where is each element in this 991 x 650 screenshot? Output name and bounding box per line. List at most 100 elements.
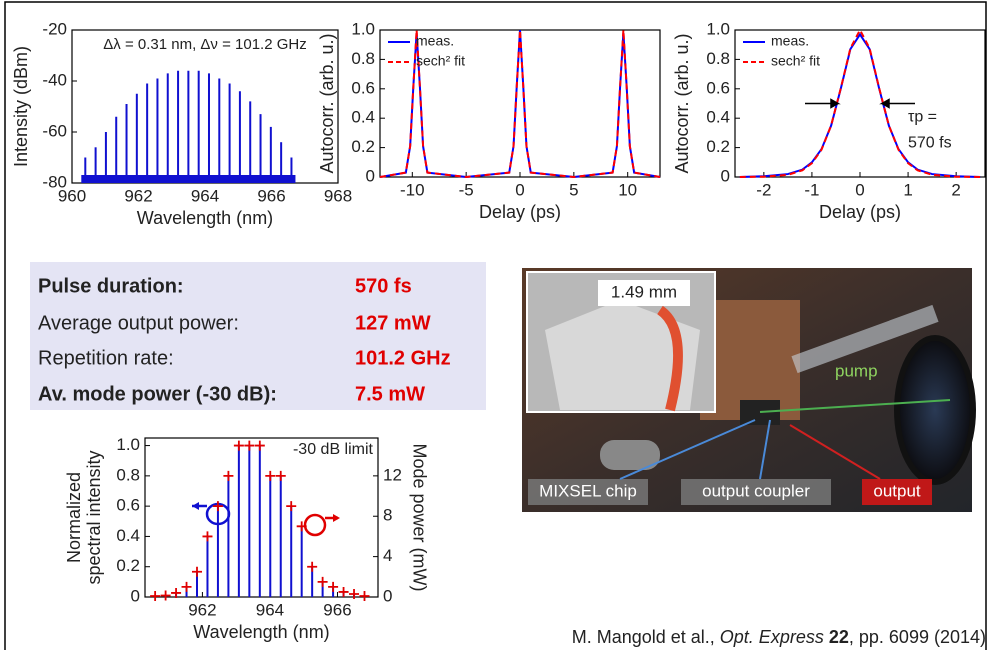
citation-authors: M. Mangold et al., [572, 627, 720, 647]
x-axis-label: Wavelength (nm) [193, 622, 329, 642]
x-tick-label: 962 [124, 186, 152, 205]
annotation: τp = [908, 109, 937, 126]
plus-marker [317, 576, 328, 587]
x-tick-label: -2 [756, 180, 771, 199]
y-axis-label: Autocorr. (arb. u.) [672, 33, 692, 173]
x-tick-label: 5 [569, 180, 578, 199]
plus-marker [212, 501, 223, 512]
plus-marker [275, 470, 286, 481]
citation-journal: Opt. Express [720, 627, 824, 647]
summary-value: 101.2 GHz [355, 347, 451, 369]
x-tick-label: 10 [618, 180, 637, 199]
summary-value: 7.5 mW [355, 383, 425, 405]
y-tick-label: 1.0 [351, 19, 375, 38]
y-tick-label: 0 [366, 166, 375, 185]
y-tick-label: 0.6 [706, 78, 730, 97]
citation-pages: , pp. 6099 (2014) [849, 627, 986, 647]
x-tick-label: -5 [459, 180, 474, 199]
photo: 1.49 mm pump MIXSEL chip output coupler … [522, 268, 976, 512]
plus-marker [150, 590, 161, 601]
y-tick-label: -40 [42, 70, 67, 89]
y-tick-label: 1.0 [116, 435, 140, 454]
chart: 960 962 964 966 968 -80 -60 -40 -20 Wavelength (n… [11, 19, 352, 227]
x-tick-label: 2 [951, 180, 960, 199]
x-tick-label: 1 [903, 180, 912, 199]
photo-label: output [873, 481, 921, 500]
summary-label: Average output power: [38, 312, 239, 334]
plus-marker [338, 586, 349, 597]
citation: M. Mangold et al., Opt. Express 22, pp. … [572, 627, 986, 647]
x-tick-label: 964 [256, 600, 284, 619]
chart: -2 -1 0 1 2 0 0.2 0.4 0.6 0.8 1.0 Delay (ps) Autocor… [672, 19, 986, 222]
y-tick-label: 0.8 [351, 49, 375, 68]
y-axis-label: spectral intensity [84, 450, 104, 584]
x-tick-label: 966 [257, 186, 285, 205]
y-axis-label: Intensity (dBm) [11, 46, 31, 167]
plus-marker [233, 440, 244, 451]
y2-tick-label: 8 [383, 506, 392, 525]
x-tick-label: 964 [191, 186, 219, 205]
annotation-box [74, 32, 336, 56]
y-tick-label: 0.2 [116, 556, 140, 575]
y2-tick-label: 4 [383, 546, 392, 565]
x-tick-label: -1 [804, 180, 819, 199]
y-tick-label: -20 [42, 19, 67, 38]
plus-marker [244, 440, 255, 451]
x-tick-label: 960 [58, 186, 86, 205]
plus-marker [349, 588, 360, 599]
y-tick-label: 1.0 [706, 19, 730, 38]
citation-volume: 22 [829, 627, 849, 647]
summary-background [30, 262, 486, 410]
plus-marker [359, 590, 370, 601]
x-tick-label: 966 [323, 600, 351, 619]
x-tick-label: -10 [400, 180, 425, 199]
plus-marker [328, 581, 339, 592]
summary-label: Av. mode power (-30 dB): [38, 383, 277, 405]
x-tick-label: 962 [188, 600, 216, 619]
y-tick-label: 0.4 [706, 108, 730, 127]
annotation: 570 fs [908, 135, 952, 152]
series-line [739, 27, 981, 178]
summary-label: Pulse duration: [38, 275, 184, 297]
plus-marker [307, 561, 318, 572]
y-tick-label: 0.6 [351, 78, 375, 97]
y-axis-label: Autocorr. (arb. u.) [317, 33, 337, 173]
plus-marker [296, 521, 307, 532]
y2-tick-label: 0 [383, 586, 392, 605]
plus-marker [171, 587, 182, 598]
legend-label: meas. [771, 33, 809, 49]
plus-marker [254, 440, 265, 451]
y-tick-label: 0 [721, 166, 730, 185]
summary-label: Repetition rate: [38, 347, 174, 369]
y-tick-label: 0.4 [351, 108, 375, 127]
x-tick-label: 968 [324, 186, 352, 205]
plot-frame [144, 437, 379, 598]
photo-label: output coupler [702, 481, 810, 500]
plus-marker [286, 501, 297, 512]
y-axis-label: Normalized [64, 472, 84, 563]
plus-marker [160, 590, 171, 601]
y-tick-label: 0.8 [116, 465, 140, 484]
y-tick-label: 0 [131, 586, 140, 605]
chart: 962 964 966 0 0.2 0.4 0.6 0.8 1.0 0 4 8 12 Wavelength… [64, 435, 430, 642]
y-tick-label: 0.2 [706, 137, 730, 156]
x-axis-label: Wavelength (nm) [137, 208, 273, 228]
y-tick-label: 0.6 [116, 496, 140, 515]
y-tick-label: -80 [42, 172, 67, 191]
y-tick-label: -60 [42, 121, 67, 140]
summary-value: 127 mW [355, 312, 431, 334]
plus-marker [181, 581, 192, 592]
plus-marker [265, 470, 276, 481]
fwhm-arrow [805, 98, 841, 109]
plus-marker [192, 566, 203, 577]
legend-label: sech² fit [416, 53, 465, 69]
fwhm-arrow [879, 98, 915, 109]
chart: -10 -5 0 5 10 0 0.2 0.4 0.6 0.8 1.0 Delay (ps) Autoc… [317, 19, 661, 222]
legend-label: meas. [416, 33, 454, 49]
plus-marker [223, 470, 234, 481]
y-tick-label: 0.8 [706, 49, 730, 68]
y-tick-label: 0.2 [351, 137, 375, 156]
annotation: -30 dB limit [293, 441, 374, 458]
annotation: Δλ = 0.31 nm, Δν = 101.2 GHz [103, 36, 306, 53]
